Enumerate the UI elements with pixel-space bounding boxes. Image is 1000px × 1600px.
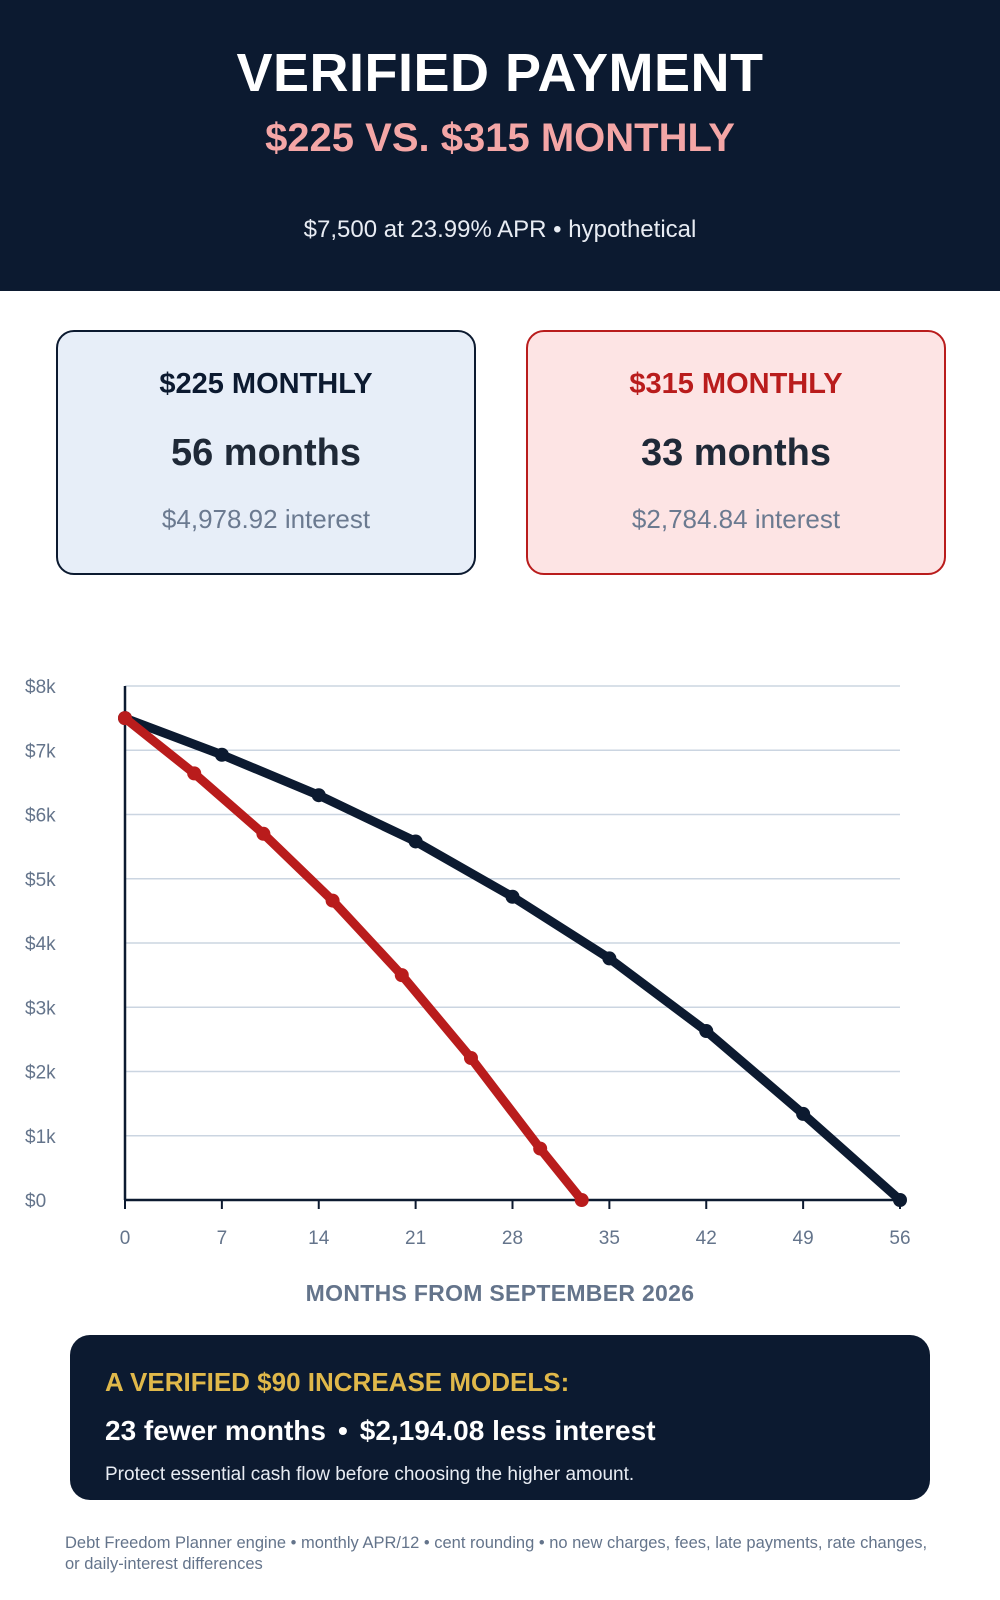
card-months: 56 months (170, 432, 362, 474)
series-line-1 (120, 713, 587, 1205)
y-tick-label: $1k (25, 1127, 56, 1148)
data-point (699, 1024, 714, 1039)
increase-callout: A VERIFIED $90 INCREASE MODELS: 23 fewer… (70, 1335, 930, 1500)
payment-card-225: $225 MONTHLY 56 months $4,978.92 interes… (56, 330, 476, 575)
data-point (602, 951, 617, 966)
x-tick-label: 0 (120, 1228, 131, 1249)
x-tick-label: 14 (308, 1228, 330, 1249)
payment-card-315: $315 MONTHLY 33 months $2,784.84 interes… (526, 330, 946, 575)
data-point (187, 766, 202, 781)
x-tick-label: 7 (217, 1228, 228, 1249)
x-tick-label: 21 (405, 1228, 426, 1249)
callout-note: Protect essential cash flow before choos… (105, 1464, 635, 1485)
x-tick-label: 35 (599, 1228, 620, 1249)
data-point (394, 968, 409, 983)
separator-dot: • (337, 1415, 348, 1446)
loan-details: $7,500 at 23.99% APR • hypothetical (303, 216, 697, 243)
card-interest: $4,978.92 interest (161, 504, 371, 534)
less-interest: $2,194.08 less interest (359, 1415, 656, 1446)
y-tick-label: $4k (25, 934, 56, 955)
data-point (256, 826, 271, 841)
balance-line-chart: $0 $1k $2k $3k $4k $5k $6k $7k $8k 0 7 14 21 28 35 42 49… (25, 677, 911, 1249)
callout-summary: 23 fewer months • $2,194.08 less interest (105, 1415, 656, 1447)
header-banner: VERIFIED PAYMENT $225 VS. $315 MONTHLY $… (0, 0, 1000, 291)
data-point (574, 1193, 589, 1207)
card-interest: $2,784.84 interest (631, 504, 841, 534)
x-tick-label: 28 (502, 1228, 523, 1249)
x-axis-label: MONTHS FROM SEPTEMBER 2026 (305, 1280, 695, 1306)
x-tick-label: 49 (793, 1228, 814, 1249)
card-label: $225 MONTHLY (159, 368, 373, 400)
y-tick-label: $2k (25, 1063, 56, 1084)
page-title: VERIFIED PAYMENT (236, 43, 764, 103)
y-tick-label: $3k (25, 998, 56, 1019)
data-point (893, 1193, 907, 1207)
x-tick-label: 42 (696, 1228, 717, 1249)
page-subtitle: $225 VS. $315 MONTHLY (265, 116, 735, 160)
y-tick-label: $0 (25, 1191, 46, 1212)
data-point (408, 834, 423, 849)
data-point (796, 1106, 811, 1121)
series-line-0 (120, 713, 905, 1205)
y-tick-label: $6k (25, 806, 56, 827)
card-label: $315 MONTHLY (629, 368, 843, 400)
data-point (533, 1141, 548, 1156)
x-tick-label: 56 (889, 1228, 910, 1249)
data-point (325, 893, 340, 908)
data-point (214, 747, 229, 762)
data-point (118, 711, 132, 726)
y-tick-label: $5k (25, 870, 56, 891)
footnote: Debt Freedom Planner engine • monthly AP… (65, 1534, 928, 1573)
data-point (311, 788, 326, 803)
fewer-months: 23 fewer months (105, 1415, 326, 1446)
callout-title: A VERIFIED $90 INCREASE MODELS: (105, 1367, 570, 1397)
card-months: 33 months (640, 432, 832, 474)
data-point (463, 1051, 478, 1066)
y-tick-label: $7k (25, 741, 56, 762)
data-point (505, 889, 520, 904)
y-tick-label: $8k (25, 677, 56, 698)
